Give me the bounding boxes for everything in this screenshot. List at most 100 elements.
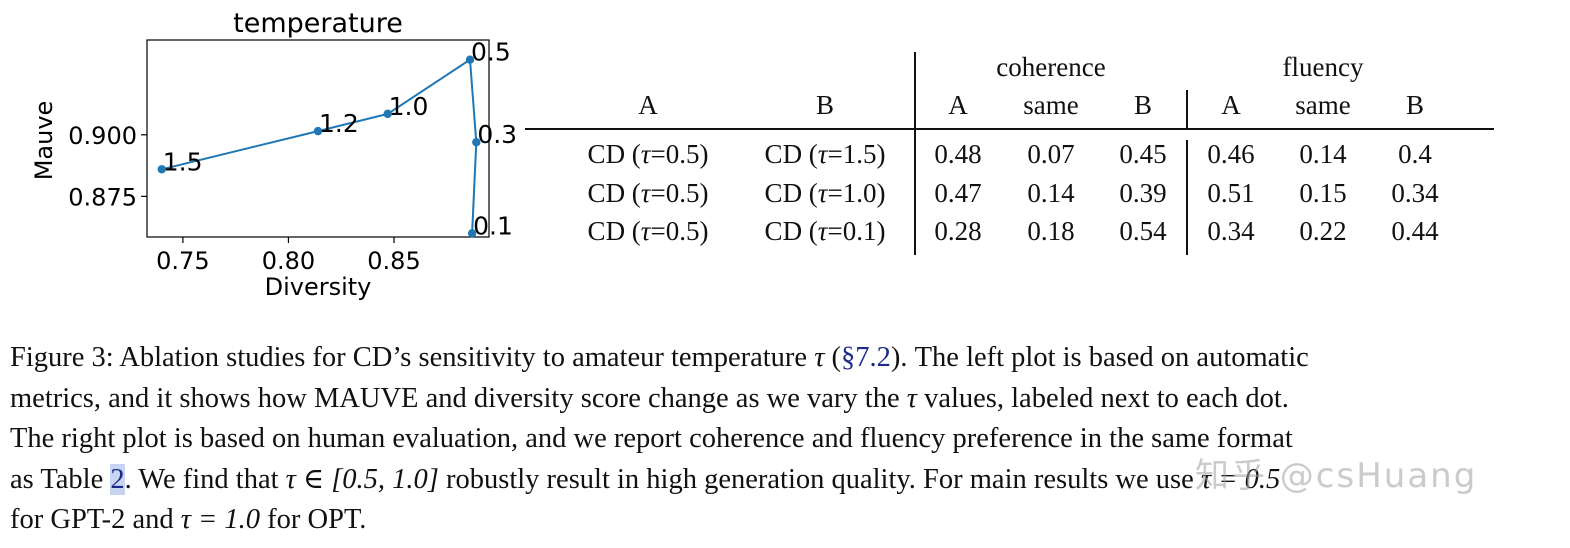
caption-text: metrics, and it shows how MAUVE and dive… <box>10 382 907 414</box>
caption-text: The right plot is based on human evaluat… <box>10 423 1293 454</box>
column-header: B <box>1405 90 1425 120</box>
data-point <box>313 126 323 136</box>
cell-text: =0.5) <box>650 177 709 208</box>
table-cell: 0.22 <box>1299 216 1347 246</box>
data-point <box>383 109 392 119</box>
table-cell: 0.39 <box>1119 177 1167 208</box>
cell-math: τ <box>817 177 828 208</box>
table-cell: 0.28 <box>934 216 982 246</box>
x-axis-label: Diversity <box>265 273 372 301</box>
data-point <box>157 165 166 174</box>
caption-text: for GPT-2 and <box>10 504 181 535</box>
table-cell: 0.07 <box>1027 139 1075 169</box>
caption-text: values, labeled next to each dot. <box>916 382 1289 414</box>
table-cell: 0.45 <box>1119 139 1167 169</box>
y-axis-label: Mauve <box>30 101 58 181</box>
data-point-label: 0.5 <box>471 38 511 67</box>
data-point <box>467 229 477 238</box>
series-line <box>161 57 478 234</box>
row-system-b: CD (τ=1.5) <box>765 139 886 170</box>
group-header-coherence: coherence <box>996 52 1106 82</box>
row-system-a: CD (τ=0.5) <box>588 139 709 170</box>
caption-text: for OPT. <box>260 504 367 535</box>
row-system-a: CD (τ=0.5) <box>588 216 709 247</box>
x-tick-label: 0.85 <box>367 247 420 275</box>
cell-math: τ <box>817 216 828 246</box>
caption-line-3: The right plot is based on human evaluat… <box>10 419 1560 460</box>
cell-text: =0.1) <box>827 216 886 246</box>
table-cell: 0.48 <box>934 139 982 169</box>
cell-text: =1.0) <box>827 177 886 208</box>
cell-text: CD ( <box>587 139 641 169</box>
caption-math: τ ∈ [0.5, 1.0] <box>285 463 439 495</box>
x-tick-label: 0.80 <box>262 247 315 275</box>
caption-text: as Table <box>10 463 111 495</box>
cell-text: CD ( <box>764 177 818 208</box>
section-link[interactable]: §7.2 <box>841 342 891 373</box>
table-cell: 0.14 <box>1299 139 1347 169</box>
caption-math: τ = 0.5 <box>1200 463 1281 495</box>
data-point <box>465 55 475 64</box>
column-header: B <box>1133 90 1153 120</box>
table-cell: 0.18 <box>1027 216 1075 246</box>
caption-line-5: for GPT-2 and τ = 1.0 for OPT. <box>10 500 1560 541</box>
temperature-plot-svg: temperature 0.75 0.80 0.85 0.875 0.900 Diversi… <box>30 8 517 301</box>
caption-math: τ = 1.0 <box>180 504 261 535</box>
x-tick-label: 0.75 <box>156 247 209 275</box>
figure-caption: Figure 3: Ablation studies for CD’s sens… <box>10 338 1560 541</box>
table-cell: 0.34 <box>1207 216 1255 246</box>
column-header: A <box>948 90 968 120</box>
watermark: 知乎 @csHuang <box>1195 456 1478 496</box>
column-header: A <box>638 90 658 120</box>
table-cell: 0.44 <box>1391 216 1439 246</box>
cell-math: τ <box>640 177 651 208</box>
vertical-rule-1 <box>914 52 916 255</box>
cell-text: =0.5) <box>650 216 709 246</box>
header-rule <box>525 128 1494 130</box>
data-point <box>472 137 481 147</box>
table-cell: 0.4 <box>1398 139 1432 169</box>
caption-math: τ <box>814 342 825 373</box>
cell-math: τ <box>640 139 651 169</box>
temperature-plot: temperature 0.75 0.80 0.85 0.875 0.900 Diversi… <box>0 0 530 310</box>
table-link[interactable]: 2 <box>110 463 125 495</box>
caption-text: ). The left plot is based on automatic <box>890 342 1309 373</box>
table-cell: 0.15 <box>1299 177 1347 208</box>
caption-text: robustly result in high generation quali… <box>438 463 1201 495</box>
group-header-fluency: fluency <box>1282 52 1364 82</box>
cell-text: CD ( <box>764 139 818 169</box>
caption-line-4: as Table 2. We find that τ ∈ [0.5, 1.0] … <box>10 460 1560 501</box>
column-header: same <box>1295 90 1351 120</box>
cell-math: τ <box>817 139 828 169</box>
vertical-rule-3 <box>1186 140 1188 255</box>
cell-text: CD ( <box>587 216 641 246</box>
data-point-label: 1.5 <box>163 147 203 176</box>
caption-line-1: Figure 3: Ablation studies for CD’s sens… <box>10 338 1560 379</box>
caption-text: . We find that <box>124 463 286 495</box>
caption-text: ( <box>824 342 842 373</box>
cell-text: =1.5) <box>827 139 886 169</box>
column-header: A <box>1221 90 1241 120</box>
cell-text: CD ( <box>764 216 818 246</box>
y-tick-label: 0.875 <box>68 183 137 211</box>
cell-text: =0.5) <box>650 139 709 169</box>
caption-math: τ <box>906 382 917 414</box>
row-system-a: CD (τ=0.5) <box>588 178 709 209</box>
table-cell: 0.54 <box>1119 216 1167 246</box>
table-cell: 0.47 <box>934 177 982 208</box>
data-point-label: 0.3 <box>477 120 517 149</box>
plot-frame <box>146 39 490 238</box>
row-system-b: CD (τ=1.0) <box>765 178 886 209</box>
data-point-label: 1.2 <box>319 109 359 138</box>
cell-text: CD ( <box>587 177 641 208</box>
data-point-label: 1.0 <box>389 92 429 121</box>
caption-line-2: metrics, and it shows how MAUVE and dive… <box>10 379 1560 420</box>
table-cell: 0.46 <box>1207 139 1255 169</box>
chart-title: temperature <box>233 8 403 39</box>
vertical-rule-2 <box>1186 90 1188 128</box>
y-tick-label: 0.900 <box>68 122 137 150</box>
table-cell: 0.14 <box>1027 177 1075 208</box>
table-cell: 0.34 <box>1391 177 1439 208</box>
table-cell: 0.51 <box>1207 177 1255 208</box>
